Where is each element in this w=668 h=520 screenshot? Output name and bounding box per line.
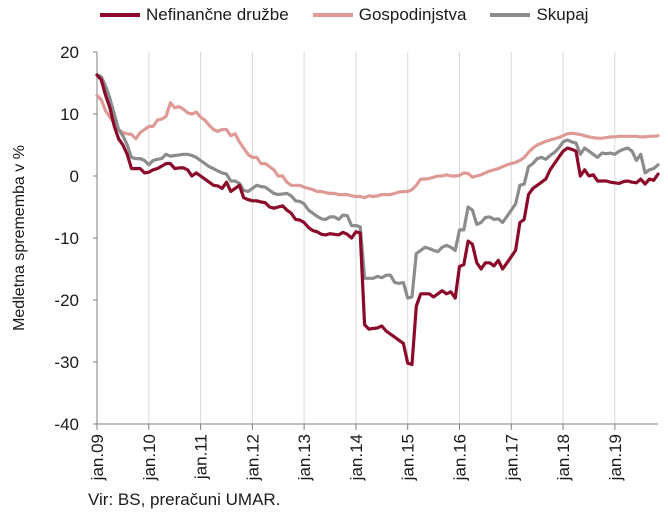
series-lines [95, 73, 660, 367]
legend-item-skupaj: Skupaj [490, 5, 588, 25]
y-tick-label: -10 [54, 229, 79, 248]
x-tick-label: jan.16 [450, 434, 469, 481]
x-tick-label: jan.18 [554, 434, 573, 481]
x-tick-label: jan.11 [192, 434, 211, 480]
axes [93, 51, 658, 430]
legend-label-gospodinjstva: Gospodinjstva [358, 5, 467, 24]
legend-label-nefinancne-druzbe: Nefinančne družbe [146, 5, 289, 24]
x-tick-label: jan.13 [295, 434, 314, 481]
y-tick-label: -40 [54, 415, 79, 434]
y-tick-label: 0 [70, 167, 79, 186]
x-tick-label: jan.09 [88, 434, 107, 481]
y-tick-label: -20 [54, 291, 79, 310]
series-line-gospodinjstva [95, 93, 660, 200]
legend-swatch-nefinancne-druzbe [100, 13, 140, 17]
x-tick-label: jan.10 [140, 434, 159, 481]
x-tick-label: jan.15 [399, 434, 418, 481]
legend: Nefinančne družbe Gospodinjstva Skupaj [100, 5, 588, 25]
axis-labels: jan.09 jan.10 jan.11 jan.12 jan.13 jan.14 jan.… [11, 43, 625, 481]
y-axis-title: Medletna sprememba v % [11, 145, 28, 331]
y-tick-label: -30 [54, 353, 79, 372]
y-tick-label: 10 [60, 105, 79, 124]
x-tick-label: jan.17 [502, 434, 521, 481]
source-note: Vir: BS, preračuni UMAR. [88, 490, 281, 509]
legend-item-gospodinjstva: Gospodinjstva [312, 5, 467, 25]
x-tick-label: jan.12 [243, 434, 262, 481]
series-line-nefinan-ne-dru-be [95, 73, 660, 367]
series-line-skupaj [95, 73, 660, 300]
legend-swatch-gospodinjstva [312, 13, 353, 17]
x-tick-label: jan.19 [606, 434, 625, 481]
x-tick-label: jan.14 [347, 434, 366, 481]
y-tick-label: 20 [60, 43, 79, 62]
legend-item-nefinancne-druzbe: Nefinančne družbe [100, 5, 289, 25]
legend-swatch-skupaj [490, 13, 531, 17]
legend-label-skupaj: Skupaj [536, 5, 589, 24]
